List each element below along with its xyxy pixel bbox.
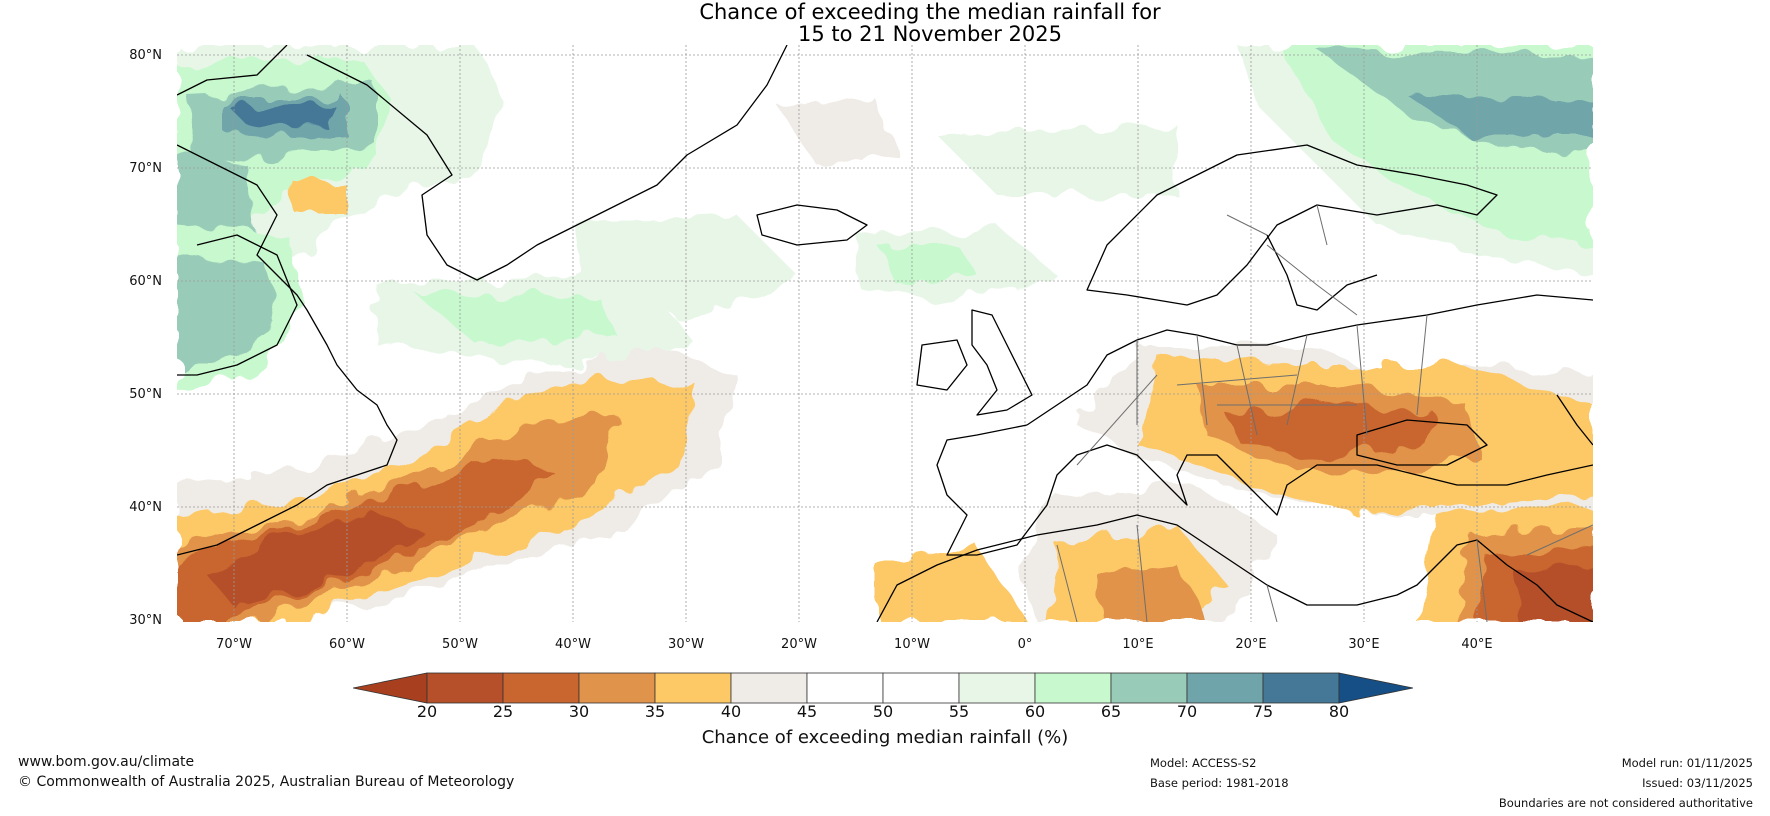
lon-label-30w: 30°W [668,637,704,652]
base-period: Base period: 1981-2018 [1150,776,1289,790]
colorbar-extension-low [353,672,428,704]
map-title-line-2: 15 to 21 November 2025 [798,22,1062,46]
colorbar-cell-25-30 [502,672,580,704]
copyright-text: © Commonwealth of Australia 2025, Austra… [18,774,515,790]
colorbar-cell-60-65 [1034,672,1112,704]
lat-label-60n: 60°N [129,274,162,289]
lon-label-10w: 10°W [894,637,930,652]
map-title-line-1: Chance of exceeding the median rainfall … [699,0,1161,24]
colorbar-cell-45-50 [806,672,884,704]
lat-label-80n: 80°N [129,48,162,63]
colorbar-tick-75: 75 [1252,702,1274,721]
colorbar-tick-35: 35 [644,702,666,721]
bom-url[interactable]: www.bom.gov.au/climate [18,754,195,770]
colorbar-cell-70-75 [1186,672,1264,704]
lon-label-20w: 20°W [781,637,817,652]
colorbar-tick-55: 55 [948,702,970,721]
lon-label-10e: 10°E [1122,637,1154,652]
colorbar-cell-20-25 [426,672,504,704]
colorbar-cell-55-60 [958,672,1036,704]
lat-label-40n: 40°N [129,500,162,515]
lon-label-50w: 50°W [442,637,478,652]
colorbar-tick-45: 45 [796,702,818,721]
lon-label-60w: 60°W [329,637,365,652]
colorbar-tick-20: 20 [416,702,438,721]
colorbar-extension-high [1338,672,1414,704]
coastlines [177,45,1593,622]
lon-label-40w: 40°W [555,637,591,652]
graticule [177,45,1593,622]
issued-date: Issued: 03/11/2025 [1642,776,1753,790]
colorbar-label: Chance of exceeding median rainfall (%) [701,727,1069,748]
model-run-date: Model run: 01/11/2025 [1621,756,1753,770]
colorbar-cell-65-70 [1110,672,1188,704]
model-name: Model: ACCESS-S2 [1150,756,1257,770]
lon-label-20e: 20°E [1235,637,1267,652]
colorbar-tick-80: 80 [1328,702,1350,721]
colorbar-cell-75-80 [1262,672,1340,704]
colorbar-tick-50: 50 [872,702,894,721]
lon-label-70w: 70°W [216,637,252,652]
colorbar-tick-25: 25 [492,702,514,721]
colorbar-tick-70: 70 [1176,702,1198,721]
lat-label-50n: 50°N [129,387,162,402]
rainfall-probability-map[interactable] [177,45,1593,622]
colorbar-cell-50-55 [882,672,960,704]
boundaries-disclaimer: Boundaries are not considered authoritat… [1498,796,1753,810]
colorbar-tick-40: 40 [720,702,742,721]
lat-label-30n: 30°N [129,613,162,628]
colorbar-cell-40-45 [730,672,808,704]
colorbar-tick-65: 65 [1100,702,1122,721]
country-borders [1056,204,1593,622]
lon-label-40e: 40°E [1461,637,1493,652]
map-canvas [177,45,1593,622]
colorbar-tick-30: 30 [568,702,590,721]
lon-label-0: 0° [1017,637,1033,652]
colorbar [353,672,1414,704]
colorbar-cell-35-40 [654,672,732,704]
lat-label-70n: 70°N [129,161,162,176]
colorbar-cell-30-35 [578,672,656,704]
colorbar-tick-60: 60 [1024,702,1046,721]
lon-label-30e: 30°E [1348,637,1380,652]
